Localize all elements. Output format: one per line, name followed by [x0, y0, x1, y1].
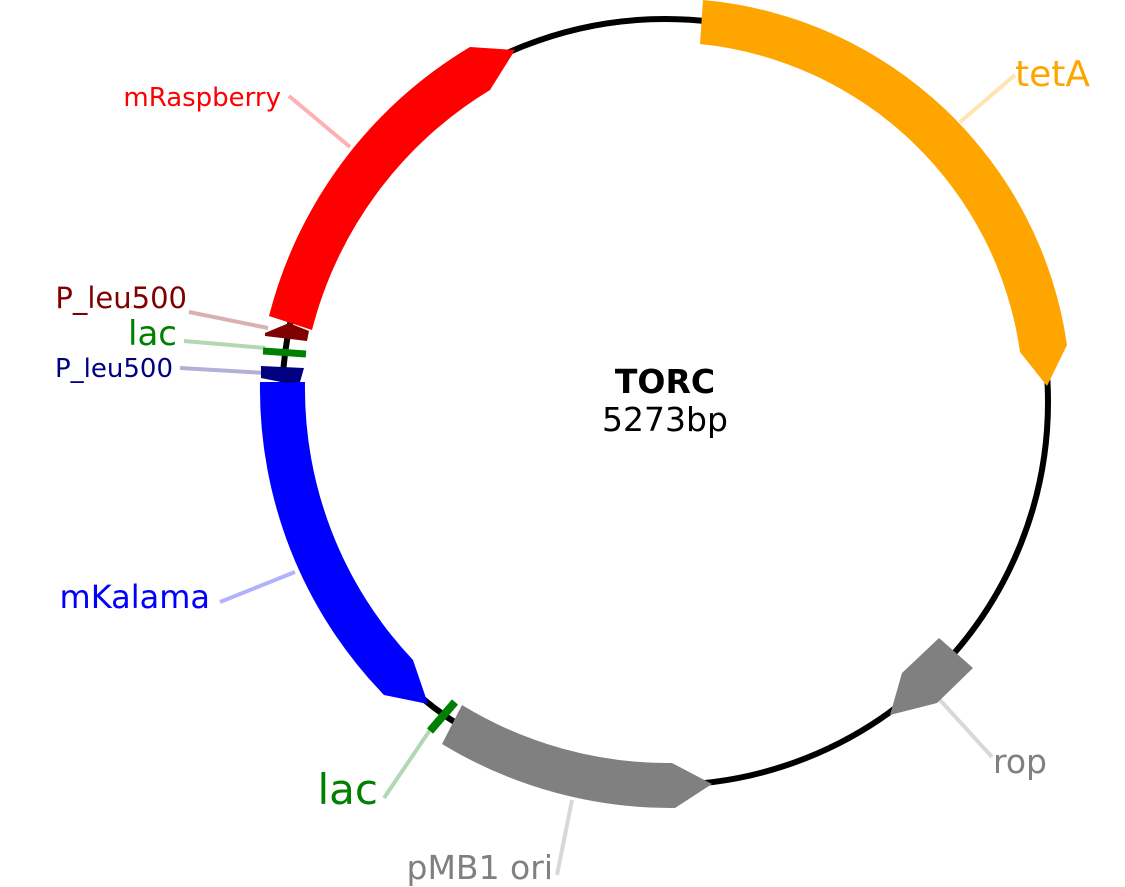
- feature-mark-lac-bottom[interactable]: [426, 699, 459, 734]
- leader-line-p-leu500-blue: [179, 366, 266, 375]
- leader-line-p-leu500-red: [188, 310, 269, 330]
- leader-line-mkalama: [219, 570, 296, 604]
- feature-arc-mraspberry[interactable]: [269, 47, 515, 330]
- feature-label-teta: tetA: [1015, 54, 1090, 95]
- feature-arc-rop[interactable]: [890, 638, 973, 715]
- feature-label-rop: rop: [993, 742, 1047, 781]
- feature-arc-mkalama[interactable]: [259, 382, 428, 704]
- leader-line-pmb1-ori: [555, 799, 574, 876]
- feature-mark-p-leu500-red[interactable]: [265, 323, 309, 341]
- plasmid-name: TORC: [615, 362, 715, 401]
- feature-label-mraspberry: mRaspberry: [123, 83, 281, 113]
- leader-line-rop: [938, 698, 994, 759]
- feature-mark-p-leu500-blue[interactable]: [261, 366, 304, 383]
- feature-label-pmb1-ori: pMB1 ori: [407, 848, 553, 887]
- plasmid-size: 5273bp: [602, 400, 728, 439]
- feature-arc-pmb1-ori[interactable]: [442, 705, 712, 809]
- feature-label-p-leu500-blue: P_leu500: [55, 354, 173, 384]
- feature-label-mkalama: mKalama: [60, 578, 210, 616]
- feature-label-p-leu500-red: P_leu500: [55, 281, 187, 315]
- feature-mark-lac-top[interactable]: [262, 347, 307, 358]
- feature-arc-teta[interactable]: [700, 0, 1067, 386]
- leader-line-mraspberry: [287, 94, 352, 149]
- feature-label-lac-bottom: lac: [318, 765, 379, 814]
- leader-line-lac-bottom: [382, 728, 432, 800]
- leader-line-teta: [958, 73, 1017, 124]
- leader-line-lac-top: [183, 339, 266, 350]
- feature-label-lac-top: lac: [128, 314, 177, 354]
